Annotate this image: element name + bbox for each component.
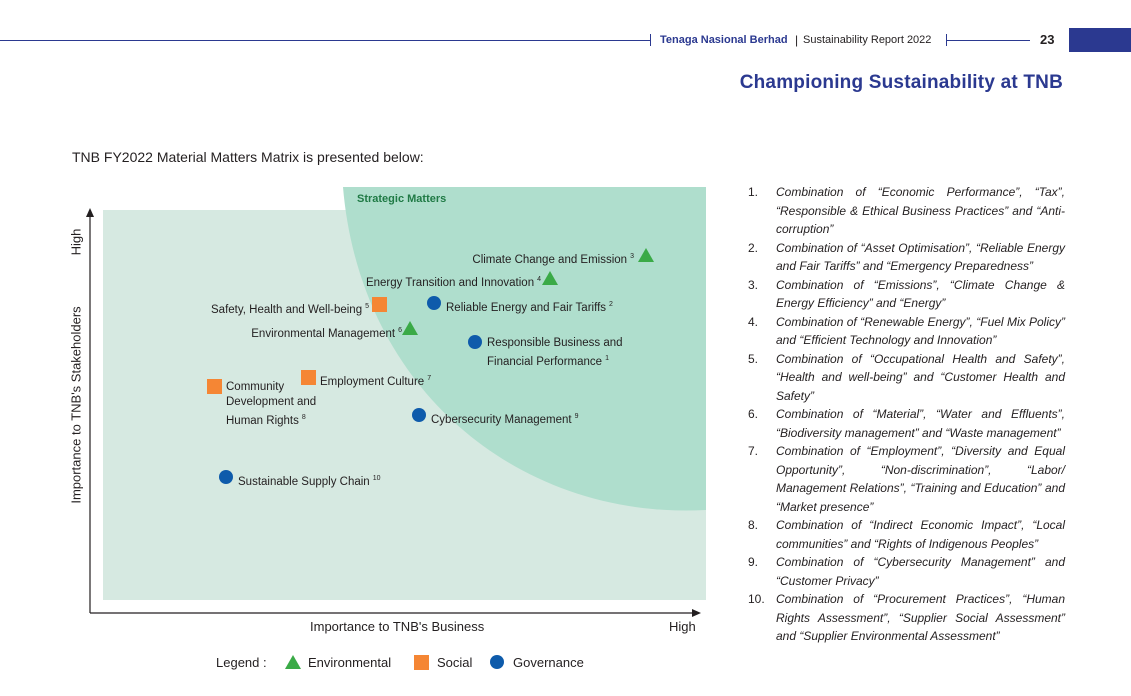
governance-circle-icon <box>427 296 441 310</box>
matrix-label-employment-culture: Employment Culture 7 <box>320 375 432 388</box>
note-item: 2. Combination of “Asset Optimisation”, “… <box>748 240 1065 274</box>
note-item: 9. Combination of “Cybersecurity Manageme… <box>748 555 1065 588</box>
matrix-label-community: Community <box>226 381 285 393</box>
matrix-label-climate-change: Climate Change and Emission 3 <box>472 253 634 266</box>
strategic-matters-region <box>343 187 706 511</box>
y-axis-high: High <box>68 228 84 256</box>
matrix-label-reliable-energy: Reliable Energy and Fair Tariffs 2 <box>446 301 613 314</box>
note-item: 4. Combination of “Renewable Energy”, “Fu… <box>748 314 1065 348</box>
x-axis-arrow <box>692 609 701 617</box>
social-square-icon <box>414 655 429 670</box>
environmental-triangle-icon <box>542 271 558 285</box>
environmental-triangle-icon <box>285 655 301 669</box>
matrix-label-environmental-management: Environmental Management 6 <box>251 327 402 340</box>
environmental-triangle-icon <box>638 248 654 262</box>
legend-environmental: Environmental <box>308 655 392 670</box>
matrix-label-cybersecurity: Cybersecurity Management 9 <box>431 413 579 426</box>
governance-circle-icon <box>412 408 426 422</box>
matrix-intro: TNB FY2022 Material Matters Matrix is pr… <box>72 149 424 165</box>
matrix-label-responsible-business: Responsible Business and <box>487 337 623 349</box>
notes-list: 1. Combination of “Economic Performance”,… <box>745 183 1065 646</box>
note-item: 8. Combination of “Indirect Economic Impa… <box>748 518 1065 551</box>
page-tab <box>1069 28 1131 52</box>
legend-governance: Governance <box>513 655 584 670</box>
page-title: Championing Sustainability at TNB <box>739 72 1063 93</box>
header-separator: | <box>795 33 799 47</box>
governance-circle-icon <box>219 470 233 484</box>
matrix-label-supply-chain: Sustainable Supply Chain 10 <box>238 475 381 488</box>
governance-circle-icon <box>468 335 482 349</box>
header-rule-tick-left <box>650 34 652 46</box>
environmental-triangle-icon <box>402 321 418 335</box>
header-company: Tenaga Nasional Berhad <box>660 34 788 46</box>
y-axis-label: Importance to TNB's Stakeholders <box>68 306 84 504</box>
matrix-label-safety-health: Safety, Health and Well-being 5 <box>211 303 369 316</box>
matrix-label-financial-performance: Financial Performance 1 <box>487 355 609 368</box>
social-square-icon <box>207 379 222 394</box>
note-item: 6. Combination of “Material”, “Water and … <box>748 407 1065 440</box>
header-rule-left <box>0 40 650 42</box>
matrix-label-human-rights: Human Rights 8 <box>226 414 306 427</box>
social-square-icon <box>372 297 387 312</box>
x-axis-high: High <box>669 619 696 634</box>
note-item: 1. Combination of “Economic Performance”,… <box>748 185 1065 236</box>
note-item: 10. Combination of “Procurement Practices… <box>748 592 1065 643</box>
legend-social: Social <box>437 655 473 670</box>
strategic-matters-label: Strategic Matters <box>357 193 447 205</box>
header-report-title: Sustainability Report 2022 <box>803 34 932 46</box>
x-axis-label: Importance to TNB's Business <box>310 619 485 634</box>
note-item: 5. Combination of “Occupational Health an… <box>748 351 1065 403</box>
page-number: 23 <box>1040 32 1055 47</box>
matrix-label-energy-transition: Energy Transition and Innovation 4 <box>365 276 541 289</box>
materiality-matrix <box>86 187 706 617</box>
note-item: 3. Combination of “Emissions”, “Climate C… <box>748 277 1065 311</box>
note-item: 7. Combination of “Employment”, “Diversit… <box>748 444 1065 514</box>
social-square-icon <box>301 370 316 385</box>
governance-circle-icon <box>490 655 504 669</box>
matrix-label-development: Development and <box>226 396 317 408</box>
legend-label: Legend : <box>216 655 267 670</box>
header-rule-right <box>946 40 1030 42</box>
y-axis-arrow <box>86 208 94 217</box>
